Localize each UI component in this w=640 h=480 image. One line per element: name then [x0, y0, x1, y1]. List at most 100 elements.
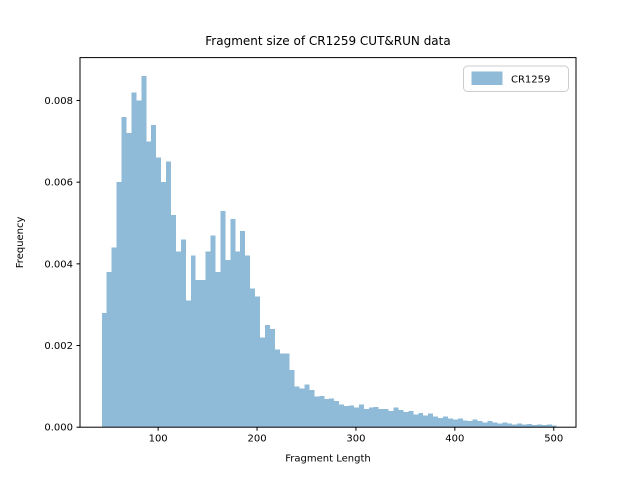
- x-tick-label: 200: [247, 434, 266, 445]
- histogram-bar: [225, 259, 231, 428]
- histogram-bar: [339, 404, 345, 428]
- histogram-bar: [210, 235, 216, 428]
- histogram-bar: [156, 157, 162, 428]
- histogram-bars: [101, 75, 557, 428]
- histogram-bar: [195, 280, 201, 428]
- histogram-bar: [403, 412, 409, 428]
- histogram-bar: [121, 116, 127, 428]
- histogram-bar: [507, 423, 513, 428]
- histogram-bar: [319, 395, 325, 428]
- histogram-bar: [185, 300, 191, 428]
- histogram-bar: [408, 410, 414, 428]
- histogram-bar: [255, 296, 261, 428]
- y-tick-label: 0.008: [44, 96, 73, 107]
- histogram-bar: [170, 214, 176, 428]
- histogram-bar: [378, 409, 384, 428]
- histogram-bar: [240, 231, 246, 428]
- histogram-bar: [433, 416, 439, 428]
- histogram-bar: [373, 406, 379, 428]
- histogram-bar: [250, 288, 256, 428]
- plot-border: [79, 57, 577, 428]
- histogram-bar: [492, 422, 498, 428]
- x-tick-label: 400: [445, 434, 464, 445]
- histogram-bar: [413, 414, 419, 428]
- histogram-bar: [235, 251, 241, 428]
- legend-swatch: [471, 71, 503, 85]
- histogram-bar: [452, 419, 458, 428]
- histogram-bar: [467, 421, 473, 428]
- histogram-bar: [309, 390, 315, 428]
- x-tick-label: 500: [544, 434, 563, 445]
- histogram-bar: [536, 424, 542, 428]
- histogram-bar: [383, 408, 389, 428]
- legend: CR1259: [463, 65, 569, 92]
- histogram-bar: [111, 247, 117, 428]
- histogram-bar: [462, 420, 468, 428]
- histogram-bar: [442, 416, 448, 428]
- x-tick-label: 100: [149, 434, 168, 445]
- x-axis-label: Fragment Length: [285, 454, 370, 465]
- histogram-bar: [477, 421, 483, 428]
- histogram-bar: [329, 398, 335, 428]
- chart-title: Fragment size of CR1259 CUT&RUN data: [205, 34, 450, 48]
- histogram-bar: [546, 424, 552, 428]
- histogram-bar: [418, 412, 424, 428]
- histogram-bar: [190, 255, 196, 428]
- histogram-bar: [363, 409, 369, 428]
- histogram-bar: [205, 251, 211, 428]
- histogram-bar: [393, 407, 399, 428]
- histogram-bar: [260, 337, 265, 428]
- histogram-bar: [116, 182, 122, 428]
- histogram-bar: [314, 396, 320, 428]
- histogram-bar: [304, 384, 310, 428]
- y-tick-label: 0.000: [44, 423, 73, 434]
- histogram-bar: [527, 423, 532, 428]
- x-axis-ticks: 100 200 300 400 500: [149, 427, 563, 445]
- histogram-bar: [136, 100, 142, 428]
- histogram-bar: [368, 407, 374, 428]
- histogram-bar: [200, 280, 206, 428]
- histogram-bar: [447, 418, 453, 428]
- legend-label: CR1259: [511, 75, 550, 86]
- y-axis-label: Frequency: [15, 216, 26, 268]
- histogram-bar: [141, 75, 147, 428]
- histogram-bar: [289, 370, 295, 428]
- histogram-bar: [175, 251, 181, 428]
- histogram-bar: [126, 133, 132, 428]
- histogram-bar: [279, 353, 285, 428]
- histogram-bar: [220, 210, 226, 428]
- histogram-bar: [428, 413, 434, 428]
- histogram-bar: [388, 410, 394, 428]
- histogram-bar: [522, 424, 528, 428]
- histogram-bar: [166, 161, 171, 428]
- histogram-bar: [353, 407, 359, 428]
- histogram-bar: [423, 415, 429, 428]
- histogram-bar: [472, 419, 478, 428]
- histogram-bar: [497, 423, 503, 428]
- histogram-bar: [358, 404, 364, 428]
- y-tick-label: 0.002: [44, 341, 73, 352]
- histogram-bar: [349, 405, 354, 428]
- histogram-bar: [146, 141, 152, 428]
- histogram-bar: [106, 272, 112, 428]
- histogram-bar: [215, 272, 221, 428]
- histogram-bar: [269, 329, 275, 428]
- histogram-bar: [517, 423, 523, 428]
- histogram-bar: [398, 410, 404, 428]
- histogram-bar: [284, 353, 290, 428]
- histogram-bar: [131, 92, 137, 428]
- histogram-bar: [457, 418, 463, 428]
- histogram-bar: [512, 424, 518, 428]
- histogram-bar: [438, 417, 443, 428]
- histogram-bar: [230, 218, 236, 428]
- histogram-bar: [274, 349, 280, 428]
- y-tick-label: 0.006: [44, 178, 73, 189]
- histogram-bar: [180, 239, 186, 428]
- x-tick-label: 300: [346, 434, 365, 445]
- histogram-bar: [551, 425, 557, 428]
- y-tick-label: 0.004: [44, 259, 73, 270]
- histogram-bar: [531, 424, 537, 428]
- histogram-bar: [245, 255, 251, 428]
- histogram-bar: [482, 422, 488, 428]
